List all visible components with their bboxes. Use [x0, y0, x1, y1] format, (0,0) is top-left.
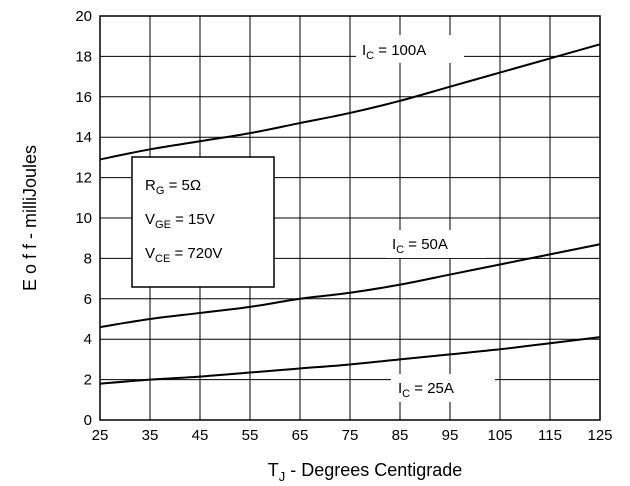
x-axis-title: TJ - Degrees Centigrade	[268, 460, 463, 484]
y-tick-label: 2	[84, 372, 92, 389]
series-line-ic-100a	[99, 43, 601, 161]
x-tick-label: 25	[92, 427, 109, 444]
svg-text:IC = 100A: IC = 100A	[362, 42, 426, 62]
y-tick-label: 0	[84, 412, 92, 429]
series-label-25a: IC = 25A	[391, 374, 495, 402]
tick-labels: 25 35 45 55 65 75 85 95 105 115 125 0 2 4 6 8 10 12 14 16 18…	[75, 8, 612, 444]
svg-text:IC = 50A: IC = 50A	[392, 236, 448, 256]
x-tick-label: 95	[442, 427, 459, 444]
curves	[99, 43, 601, 385]
plot-frame	[99, 15, 601, 421]
y-tick-label: 6	[84, 291, 92, 308]
y-tick-label: 16	[75, 89, 92, 106]
grid	[99, 15, 601, 421]
series-line-ic-25a	[99, 336, 601, 385]
x-tick-label: 115	[538, 427, 562, 444]
x-tick-label: 65	[292, 427, 309, 444]
svg-text:IC = 25A: IC = 25A	[398, 380, 454, 400]
x-tick-label: 45	[192, 427, 209, 444]
condition-vce: VCE = 720V	[145, 245, 222, 265]
series-line-ic-50a	[99, 243, 601, 329]
y-tick-label: 14	[75, 129, 92, 146]
condition-vge: VGE = 15V	[145, 211, 215, 231]
y-tick-label: 10	[75, 210, 92, 227]
y-tick-label: 20	[75, 8, 92, 25]
y-tick-label: 8	[84, 250, 92, 267]
x-tick-label: 85	[392, 427, 409, 444]
x-tick-label: 125	[587, 427, 612, 444]
y-tick-label: 12	[75, 170, 92, 187]
y-tick-label: 4	[84, 331, 92, 348]
series-label-100a: IC = 100A	[356, 35, 464, 63]
y-axis-title: E o f f - milliJoules	[20, 145, 40, 291]
x-tick-label: 75	[342, 427, 359, 444]
x-tick-label: 105	[487, 427, 512, 444]
y-tick-label: 18	[75, 48, 92, 65]
series-label-50a: IC = 50A	[386, 230, 486, 258]
x-tick-label: 55	[242, 427, 259, 444]
condition-rg: RG = 5Ω	[145, 177, 201, 197]
x-tick-label: 35	[142, 427, 159, 444]
conditions-box: RG = 5Ω VGE = 15V VCE = 720V	[131, 156, 275, 288]
